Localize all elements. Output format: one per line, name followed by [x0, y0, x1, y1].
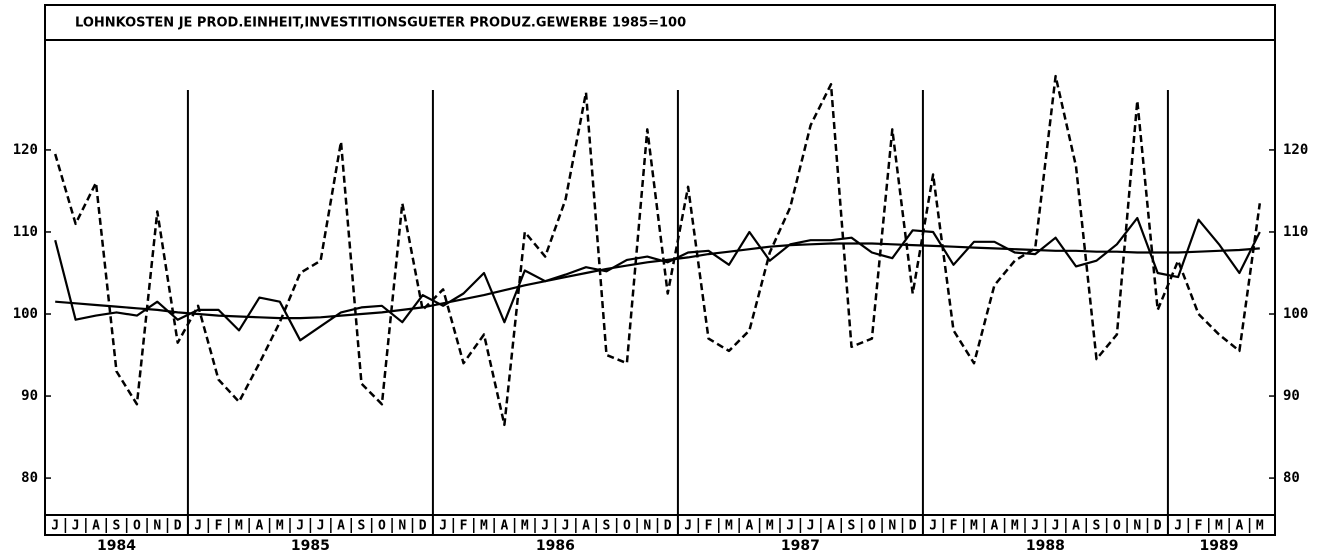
x-tick-label: F [1195, 519, 1203, 534]
x-tick-label: J [296, 519, 304, 534]
x-tick-label: D [909, 519, 917, 534]
x-tick-label: S [848, 519, 856, 534]
x-tick-label: J [1052, 519, 1060, 534]
x-tick-label: S [113, 519, 121, 534]
frame [44, 4, 1276, 536]
x-tick-label: A [500, 519, 508, 534]
y-tick-label: 100 [13, 306, 38, 322]
x-tick-label: F [705, 519, 713, 534]
x-tick-label: J [72, 519, 80, 534]
y-tick-label: 90 [21, 388, 38, 404]
year-label: 1985 [291, 538, 330, 554]
y-tick-label: 110 [13, 224, 38, 240]
x-tick-label: J [562, 519, 570, 534]
x-tick-label: M [1256, 519, 1264, 534]
x-tick-label: J [684, 519, 692, 534]
x-tick-label: M [276, 519, 284, 534]
x-tick-label: M [970, 519, 978, 534]
x-tick-label: F [215, 519, 223, 534]
x-tick-label: D [419, 519, 427, 534]
data-line [54, 74, 1262, 427]
x-tick-label: J [1031, 519, 1039, 534]
x-tick-label: M [235, 519, 243, 534]
x-tick-label: M [1215, 519, 1223, 534]
x-tick-label: J [1174, 519, 1182, 534]
data-line [55, 242, 1260, 320]
x-tick-label: M [521, 519, 529, 534]
data-line [54, 216, 1261, 342]
x-tick-label: J [807, 519, 815, 534]
x-tick-label: M [766, 519, 774, 534]
chart-title: LOHNKOSTEN JE PROD.EINHEIT,INVESTITIONSG… [75, 16, 686, 31]
y-tick-label: 80 [21, 470, 38, 486]
x-tick-label: D [664, 519, 672, 534]
year-label: 1989 [1199, 538, 1238, 554]
y-tick-label: 120 [13, 142, 38, 158]
x-tick-label: N [398, 519, 406, 534]
x-tick-label: J [541, 519, 549, 534]
x-tick-label: A [1072, 519, 1080, 534]
year-label: 1988 [1026, 538, 1065, 554]
y-tick-label-right: 100 [1283, 306, 1308, 322]
y-tick-label-right: 120 [1283, 142, 1308, 158]
x-tick-label: O [1113, 519, 1121, 534]
x-tick-label: J [194, 519, 202, 534]
x-tick-label: N [1133, 519, 1141, 534]
x-tick-label: J [929, 519, 937, 534]
x-tick-label: O [623, 519, 631, 534]
x-tick-label: N [153, 519, 161, 534]
y-tick-label-right: 90 [1283, 388, 1300, 404]
x-tick-label: N [888, 519, 896, 534]
x-tick-label: N [643, 519, 651, 534]
x-tick-label: A [745, 519, 753, 534]
x-tick-label: M [480, 519, 488, 534]
x-tick-label: A [255, 519, 263, 534]
x-tick-label: S [603, 519, 611, 534]
x-tick-label: M [1011, 519, 1019, 534]
y-tick-label-right: 80 [1283, 470, 1300, 486]
x-tick-label: D [174, 519, 182, 534]
y-tick-label-right: 110 [1283, 224, 1308, 240]
x-tick-label: A [582, 519, 590, 534]
x-tick-label: S [1093, 519, 1101, 534]
x-tick-label: S [358, 519, 366, 534]
year-label: 1987 [781, 538, 820, 554]
x-tick-label: J [51, 519, 59, 534]
x-tick-label: J [439, 519, 447, 534]
x-tick-label: A [827, 519, 835, 534]
x-tick-label: D [1154, 519, 1162, 534]
x-tick-label: O [133, 519, 141, 534]
x-tick-label: A [990, 519, 998, 534]
year-label: 1984 [97, 538, 136, 554]
x-tick-label: F [950, 519, 958, 534]
x-tick-label: O [868, 519, 876, 534]
x-tick-label: M [725, 519, 733, 534]
year-label: 1986 [536, 538, 575, 554]
x-tick-label: A [337, 519, 345, 534]
x-tick-label: O [378, 519, 386, 534]
x-tick-label: A [92, 519, 100, 534]
x-tick-label: J [786, 519, 794, 534]
x-tick-label: F [460, 519, 468, 534]
x-tick-label: J [317, 519, 325, 534]
x-tick-label: A [1235, 519, 1243, 534]
